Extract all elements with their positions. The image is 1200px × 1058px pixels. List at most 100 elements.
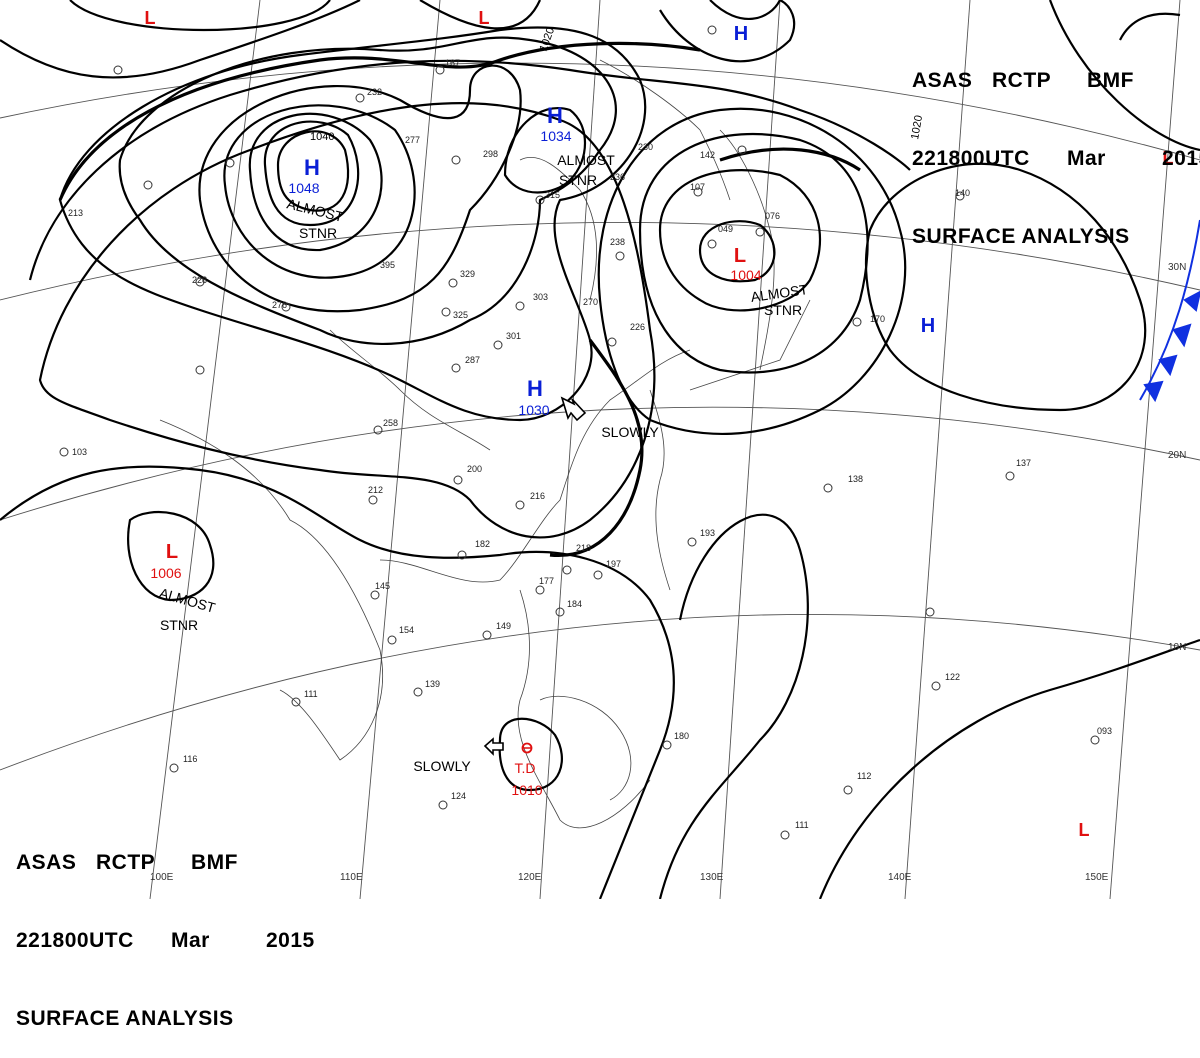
- movement-note: SLOWLY: [413, 758, 471, 774]
- station-value: 170: [870, 314, 885, 324]
- station-value: 112: [857, 771, 871, 781]
- low-center-symbol: L: [734, 245, 746, 267]
- footer-time: 221800UTC: [16, 929, 134, 952]
- coastlines: [159, 59, 811, 829]
- longitude-label: 100E: [150, 872, 174, 883]
- station-value: 093: [1097, 726, 1112, 736]
- movement-note: STNR: [559, 172, 597, 188]
- station-value: 184: [567, 599, 582, 609]
- longitude-label: 150E: [1085, 872, 1109, 883]
- station-value: 232: [367, 87, 382, 97]
- low-center-symbol: L: [479, 8, 490, 28]
- station-value: 193: [700, 528, 715, 538]
- header-time: 221800UTC: [912, 147, 1030, 170]
- station-value: 197: [606, 559, 621, 569]
- station-value: 154: [399, 625, 414, 635]
- station-value: 301: [506, 331, 521, 341]
- station-value: 145: [375, 581, 390, 591]
- station-value: 116: [183, 754, 197, 764]
- high-center-pressure: 1034: [540, 128, 571, 144]
- footer-agency-3: BMF: [191, 851, 238, 874]
- footer-agency-row: ASAS RCTP BMF: [16, 850, 315, 876]
- high-center-symbol: H: [734, 23, 748, 45]
- station-value: 315: [545, 190, 560, 200]
- high-center-symbol: H: [304, 155, 320, 180]
- longitude-label: 140E: [888, 872, 912, 883]
- high-center-symbol: H: [527, 376, 543, 401]
- station-value: 277: [405, 135, 420, 145]
- header-year: 2015: [1162, 147, 1200, 170]
- footer-month: Mar: [171, 929, 210, 952]
- station-value: 200: [467, 464, 482, 474]
- movement-note: STNR: [764, 302, 802, 318]
- station-value: 182: [475, 539, 490, 549]
- header-bottom: ASAS RCTP BMF 221800UTC Mar 2015 SURFACE…: [16, 798, 315, 1058]
- movement-note: ALMOST: [750, 281, 810, 305]
- isobar-label: 1020: [909, 114, 925, 140]
- latitude-label: 20N: [1168, 450, 1186, 461]
- station-value: 303: [533, 292, 548, 302]
- low-center-symbol: L: [1163, 148, 1174, 168]
- station-value: 218: [576, 543, 591, 553]
- header-top: ASAS RCTP BMF 221800UTC Mar 2015 SURFACE…: [912, 16, 1200, 276]
- station-value: 167: [445, 58, 460, 68]
- station-value: 122: [945, 672, 960, 682]
- station-markers: [59, 25, 1100, 840]
- station-value: 149: [496, 621, 511, 631]
- station-value: 329: [460, 269, 475, 279]
- station-value: 226: [630, 322, 645, 332]
- header-agency-3: BMF: [1087, 69, 1134, 92]
- isobars: [0, 0, 1200, 899]
- header-agency-1: ASAS: [912, 69, 973, 92]
- low-center-pressure: 1006: [150, 565, 181, 581]
- longitude-label: 120E: [518, 872, 542, 883]
- grid-labels: 100E 110E 120E 130E 140E 150E 30N 20N 10…: [150, 262, 1186, 883]
- station-value: 325: [453, 310, 468, 320]
- high-center-pressure: 1030: [518, 402, 549, 418]
- station-value: 142: [700, 150, 715, 160]
- movement-note: SLOWLY: [601, 424, 659, 440]
- station-value: 228: [192, 275, 207, 285]
- header-month: Mar: [1067, 147, 1106, 170]
- station-value: 111: [304, 689, 318, 699]
- latitude-label: 30N: [1168, 262, 1186, 273]
- footer-year: 2015: [266, 929, 315, 952]
- station-value: 258: [383, 418, 398, 428]
- low-center-symbol: L: [1079, 820, 1090, 840]
- low-center-symbol: L: [145, 8, 156, 28]
- low-center-pressure: 1004: [730, 267, 761, 283]
- isobar-label: 1040: [310, 131, 334, 143]
- station-value: 111: [795, 820, 809, 830]
- header-agency-row: ASAS RCTP BMF: [912, 68, 1200, 94]
- station-value: 139: [425, 679, 440, 689]
- movement-notes: ALMOST STNR ALMOST STNR ALMOST STNR ALMO…: [157, 152, 809, 774]
- longitude-label: 110E: [340, 872, 363, 883]
- station-value: 107: [690, 182, 705, 192]
- footer-time-row: 221800UTC Mar 2015: [16, 928, 315, 954]
- station-value: 212: [368, 485, 383, 495]
- longitude-label: 130E: [700, 872, 724, 883]
- pressure-centers: H 1048 H 1034 H 1030 H H L 1004 L 1006 L…: [145, 8, 1174, 840]
- header-time-row: 221800UTC Mar 2015: [912, 146, 1200, 172]
- station-value: 238: [610, 237, 625, 247]
- station-value: 137: [1016, 458, 1031, 468]
- station-value: 049: [718, 224, 733, 234]
- tropical-depression-center-pressure: 1010: [511, 782, 542, 798]
- station-value: 103: [72, 447, 87, 457]
- station-value: 270: [583, 297, 598, 307]
- cold-front: [1139, 219, 1200, 403]
- movement-note: ALMOST: [557, 152, 615, 168]
- header-title: SURFACE ANALYSIS: [912, 225, 1130, 248]
- station-value: 177: [539, 576, 554, 586]
- main-isobar: [58, 41, 861, 557]
- station-value: 395: [380, 260, 395, 270]
- station-value: 140: [955, 188, 970, 198]
- tropical-depression-center-symbol: T.D: [515, 760, 536, 776]
- station-value: 298: [483, 149, 498, 159]
- station-value: 216: [530, 491, 545, 501]
- low-center-symbol: L: [166, 541, 178, 563]
- graticule: [0, 0, 1200, 899]
- high-center-pressure: 1048: [288, 180, 319, 196]
